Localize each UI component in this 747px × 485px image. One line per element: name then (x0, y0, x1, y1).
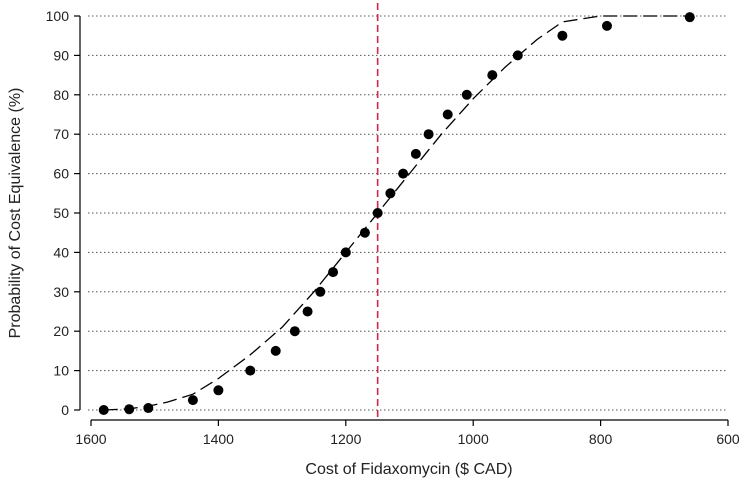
data-point (245, 365, 256, 376)
x-tick-label-600: 600 (716, 431, 740, 447)
y-tick-label-30: 30 (53, 284, 69, 300)
x-tick-label-1200: 1200 (330, 431, 361, 447)
x-tick-label-1600: 1600 (75, 431, 106, 447)
data-point (359, 227, 370, 238)
x-tick-label-1000: 1000 (458, 431, 489, 447)
x-tick-label-1400: 1400 (203, 431, 234, 447)
data-point (487, 70, 498, 81)
y-tick-label-70: 70 (53, 126, 69, 142)
data-point (270, 345, 281, 356)
y-tick-label-60: 60 (53, 166, 69, 182)
data-point (684, 12, 695, 23)
data-point (124, 404, 135, 415)
data-point (372, 208, 383, 218)
data-point (461, 89, 472, 100)
y-tick-label-100: 100 (46, 8, 70, 24)
grid-lines (88, 15, 728, 411)
x-axis: 1600 1400 1200 1000 800 600 (75, 419, 740, 447)
data-point (328, 267, 339, 278)
x-axis-label: Cost of Fidaxomycin ($ CAD) (305, 461, 512, 478)
y-tick-label-0: 0 (61, 402, 69, 418)
data-point (302, 306, 313, 317)
data-point (289, 326, 300, 337)
y-tick-label-80: 80 (53, 87, 69, 103)
y-tick-label-50: 50 (53, 205, 69, 221)
data-point (315, 286, 326, 297)
data-point (601, 20, 612, 31)
data-point (98, 405, 109, 415)
data-points (98, 12, 695, 415)
data-point (385, 188, 396, 199)
data-point (398, 168, 409, 179)
y-tick-label-40: 40 (53, 244, 69, 260)
y-tick-label-10: 10 (53, 363, 69, 379)
data-point (557, 30, 568, 41)
y-axis: 0 10 20 30 40 50 60 70 80 90 100 (46, 8, 81, 418)
y-axis-label: Probability of Cost Equivalence (%) (7, 88, 24, 339)
data-point (187, 395, 198, 406)
data-point (143, 403, 154, 414)
data-point (442, 109, 453, 120)
y-tick-label-20: 20 (53, 323, 69, 339)
data-point (213, 385, 224, 396)
x-tick-label-800: 800 (589, 431, 613, 447)
data-point (340, 247, 351, 258)
data-point (512, 50, 523, 61)
data-point (423, 129, 434, 140)
data-point (410, 148, 421, 159)
y-tick-label-90: 90 (53, 47, 69, 63)
